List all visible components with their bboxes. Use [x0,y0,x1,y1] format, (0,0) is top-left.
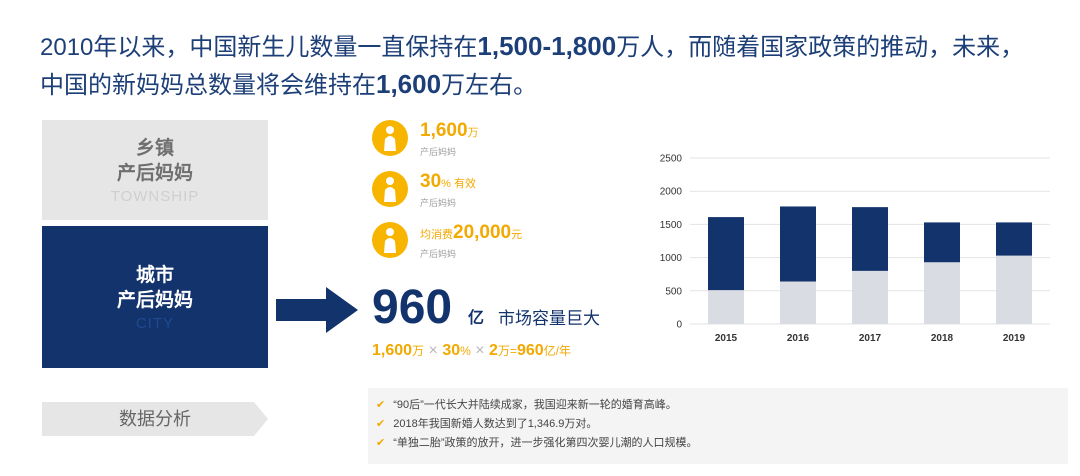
headline-range: 1,500-1,800 [477,31,617,61]
mother-icon [372,222,408,258]
y-tick-label: 0 [676,320,682,331]
city-box: 城市 产后妈妈 CITY [42,226,268,368]
headline-number: 1,600 [376,69,442,99]
stat-spending-sub: 产后妈妈 [420,249,457,259]
stat-effective-sub: 产后妈妈 [420,198,457,208]
stat-spending-unit: 元 [511,229,523,241]
bar-segment-lower [780,281,816,324]
formula: 1,600万 × 30% × 2万=960亿/年 [372,342,572,359]
bar-segment-upper [780,206,816,282]
list-item: ✔ “90后”一代长大并陆续成家，我国迎来新一轮的婚育高峰。 [376,399,677,411]
city-title-1: 城市 [135,264,174,286]
stacked-bar-chart: 0 500 1000 1500 2000 2500 2015 2016 2017 2018 2019 [660,154,1050,344]
check-icon: ✔ [376,437,386,449]
bar-segment-lower [852,270,888,324]
analysis-label: 数据分析 [119,409,191,429]
bar-segment-upper [924,222,960,263]
market-label: 市场容量巨大 [498,309,600,328]
city-title-2: 产后妈妈 [116,289,193,311]
bar-segment-upper [996,222,1032,256]
stat-mothers-value: 1,600 [420,120,468,141]
township-english: TOWNSHIP [110,187,200,205]
stat-effective-value: 30 [420,171,442,192]
stat-mothers-sub: 产后妈妈 [420,147,457,157]
township-box: 乡镇 产后妈妈 TOWNSHIP [42,120,268,220]
y-tick-label: 1000 [660,253,683,264]
bar-segment-lower [996,255,1032,324]
headline-line-1: 2010年以来，中国新生儿数量一直保持在1,500-1,800万人，而随着国家政… [40,31,1025,61]
check-icon: ✔ [376,399,386,411]
stat-spending-value: 20,000 [453,222,512,243]
headline: 2010年以来，中国新生儿数量一直保持在1,500-1,800万人，而随着国家政… [40,28,1060,104]
list-item: ✔ 2018年我国新婚人数达到了1,346.9万对。 [376,418,598,430]
bar-segment-lower [924,262,960,324]
y-tick-label: 500 [665,286,682,297]
bar-segment-upper [852,207,888,271]
bar-segment-lower [708,290,744,324]
list-item: ✔ “单独二胎”政策的放开，进一步强化第四次婴儿潮的人口规模。 [376,437,698,449]
x-tick-label: 2015 [715,333,738,344]
township-title-2: 产后妈妈 [116,162,193,184]
y-tick-label: 2500 [660,154,683,165]
analysis-tag-shape [42,402,268,436]
x-tick-label: 2018 [931,333,954,344]
stat-effective-unit: % 有效 [441,178,476,190]
y-tick-label: 2000 [660,187,683,198]
headline-line-2: 中国的新妈妈总数量将会维持在1,600万左右。 [40,69,538,99]
mother-icon [372,171,408,207]
bullet-panel: ✔ “90后”一代长大并陆续成家，我国迎来新一轮的婚育高峰。 ✔ 2018年我国新婚… [368,388,1068,464]
x-tick-label: 2017 [859,333,882,344]
stat-spending-prefix: 均消费 [420,229,453,241]
stat-mothers-unit: 万 [467,127,479,139]
city-english: CITY [135,314,175,332]
mother-icon [372,120,408,156]
x-tick-label: 2019 [1003,333,1026,344]
check-icon: ✔ [376,418,386,430]
y-tick-label: 1500 [660,220,683,231]
market-value: 960 [372,281,453,334]
township-title-1: 乡镇 [135,137,174,159]
market-unit: 亿 [468,310,485,327]
right-arrow-icon [276,287,358,333]
bar-segment-upper [708,217,744,291]
x-tick-label: 2016 [787,333,810,344]
